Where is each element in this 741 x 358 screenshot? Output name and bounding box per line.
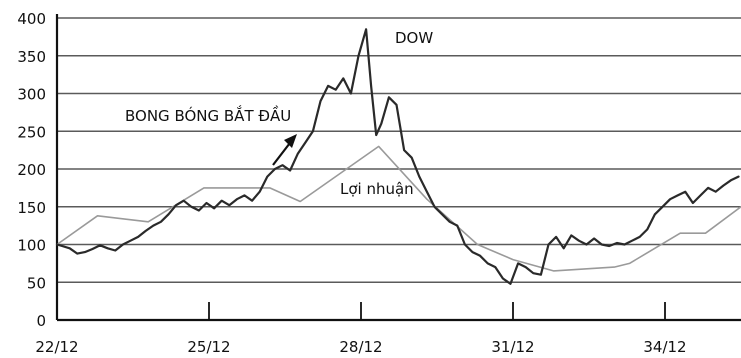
series-lines bbox=[55, 28, 741, 285]
bubble-start-arrow bbox=[272, 134, 297, 166]
y-tick-label: 0 bbox=[36, 312, 46, 330]
profit-series-line bbox=[56, 145, 741, 272]
annotations: DOW BONG BÓNG BẮT ĐẦU Lợi nhuận bbox=[125, 29, 433, 198]
x-tick-label: 31/12 bbox=[491, 338, 534, 356]
dow-series-line bbox=[55, 28, 740, 285]
y-tick-label: 150 bbox=[17, 199, 46, 217]
axes: 0 50 100 150 200 250 300 350 400 22/12 25/12 28/12 3… bbox=[17, 10, 741, 356]
x-tick-label: 25/12 bbox=[187, 338, 230, 356]
y-tick-label: 200 bbox=[17, 161, 46, 179]
dow-series-label: DOW bbox=[395, 29, 433, 47]
x-tick-label: 22/12 bbox=[35, 338, 78, 356]
y-tick-label: 300 bbox=[17, 86, 46, 104]
profit-series-label: Lợi nhuận bbox=[340, 180, 414, 198]
x-tick-label: 34/12 bbox=[643, 338, 686, 356]
y-tick-label: 400 bbox=[17, 10, 46, 28]
bubble-start-annotation: BONG BÓNG BẮT ĐẦU bbox=[125, 104, 291, 125]
grid-lines bbox=[57, 17, 741, 284]
y-tick-label: 50 bbox=[27, 274, 46, 292]
x-tick-label: 28/12 bbox=[339, 338, 382, 356]
y-tick-label: 100 bbox=[17, 237, 46, 255]
y-tick-label: 350 bbox=[17, 48, 46, 66]
y-tick-label: 250 bbox=[17, 123, 46, 141]
